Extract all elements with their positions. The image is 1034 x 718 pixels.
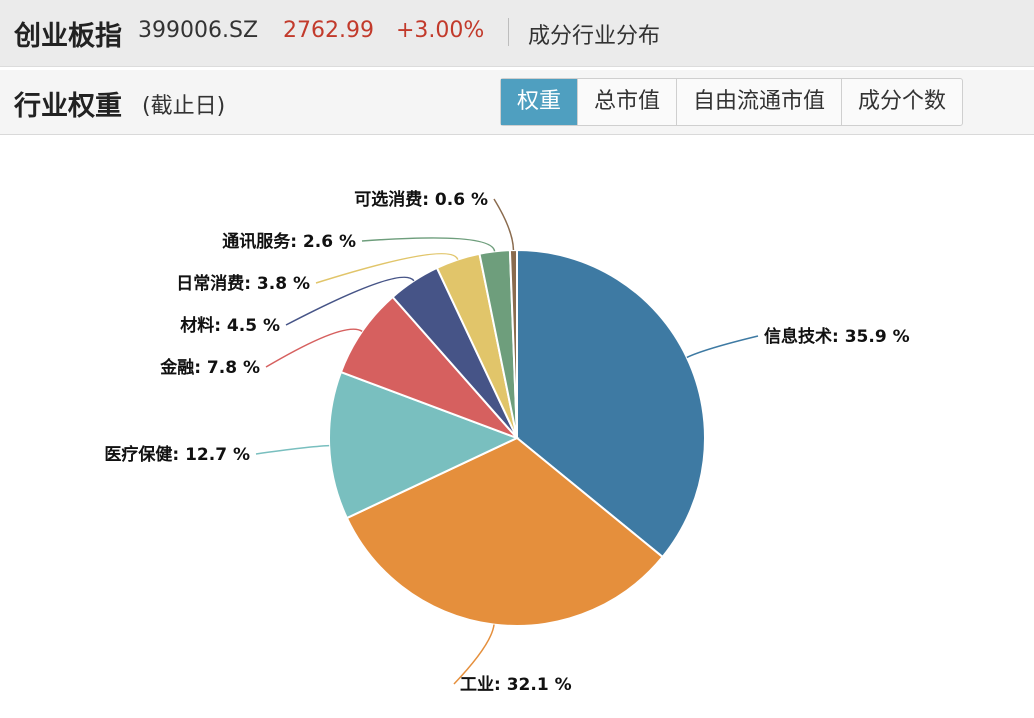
- header-divider: [508, 18, 509, 46]
- panel-subtitle: (截止日): [142, 94, 226, 119]
- slice-label: 信息技术: 35.9 %: [764, 326, 910, 347]
- slice-label: 材料: 4.5 %: [180, 315, 280, 336]
- metric-tabs: 权重 总市值 自由流通市值 成分个数: [500, 78, 964, 126]
- pie-slice[interactable]: [345, 436, 665, 627]
- label-connector: [493, 198, 515, 251]
- label-connector: [285, 276, 415, 326]
- industry-pie-chart: 信息技术: 35.9 % 工业: 32.1 % 医疗保健: 12.7 % 金融: 7.…: [104, 189, 910, 695]
- slice-label: 日常消费: 3.8 %: [176, 273, 310, 294]
- label-connector: [361, 237, 496, 252]
- slice-label: 通讯服务: 2.6 %: [222, 231, 356, 252]
- slice-label: 可选消费: 0.6 %: [354, 189, 488, 210]
- slice-label: 金融: 7.8 %: [159, 357, 260, 378]
- panel-title: 行业权重: [14, 91, 122, 122]
- index-header-bar: 创业板指 399006.SZ 2762.99 +3.00% 成分行业分布: [0, 0, 1034, 67]
- tab-total-market-cap[interactable]: 总市值: [578, 79, 678, 125]
- tab-weight[interactable]: 权重: [501, 79, 579, 125]
- label-connector: [265, 328, 363, 368]
- tab-free-float-market-cap[interactable]: 自由流通市值: [677, 79, 843, 125]
- index-code: 399006.SZ: [138, 18, 259, 43]
- slice-label: 医疗保健: 12.7 %: [104, 444, 250, 465]
- label-connector: [453, 624, 495, 685]
- pie-slice[interactable]: [508, 248, 518, 439]
- label-connector: [686, 335, 759, 359]
- index-price: 2762.99: [283, 18, 374, 43]
- index-name: 创业板指: [14, 21, 122, 52]
- pie-slice[interactable]: [328, 370, 520, 520]
- section-title: 成分行业分布: [528, 24, 661, 49]
- tab-constituent-count[interactable]: 成分个数: [858, 89, 947, 114]
- label-connector: [255, 444, 330, 455]
- panel-header: 行业权重 (截止日) 权重 总市值 自由流通市值 成分个数: [0, 70, 1034, 135]
- index-change: +3.00%: [396, 18, 485, 43]
- label-connector: [315, 252, 459, 284]
- pie-slice[interactable]: [339, 295, 518, 439]
- slice-label: 工业: 32.1 %: [460, 675, 572, 695]
